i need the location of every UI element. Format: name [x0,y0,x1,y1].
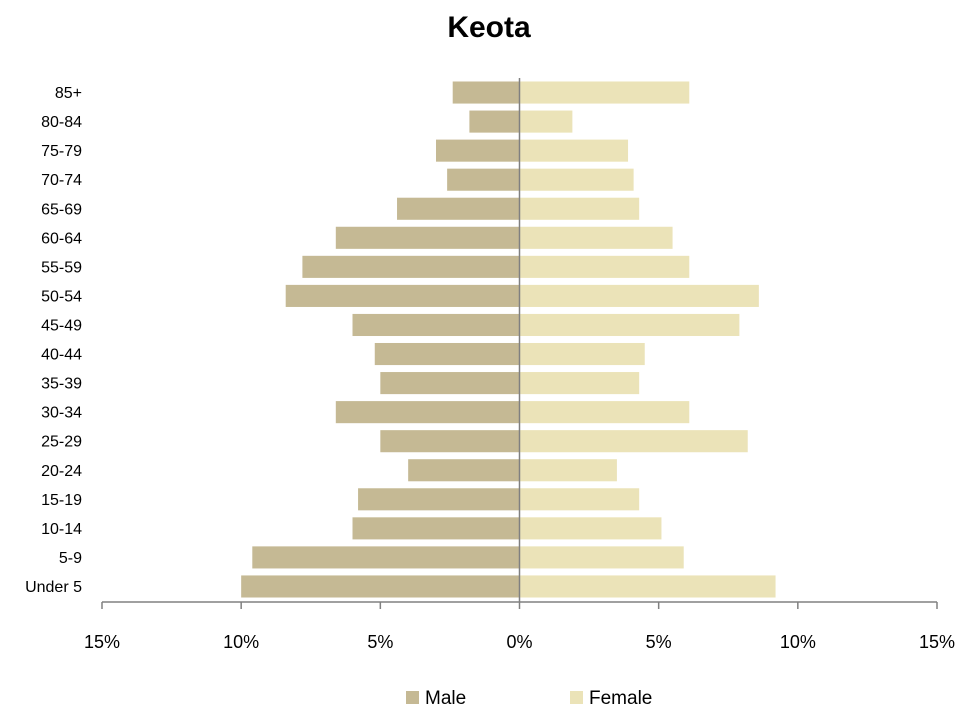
bar-female-40-44 [519,342,645,366]
x-tick-label: 15% [84,632,120,652]
category-label: 5-9 [59,550,82,567]
bar-male-25-29 [380,430,520,453]
legend-swatch-female [570,691,583,704]
bar-female-15-19 [519,488,640,511]
bar-male-30-34 [335,401,520,424]
bar-male-60-64 [335,226,520,249]
chart-title: Keota [447,11,531,44]
category-label: 50-54 [41,288,82,305]
x-tick-label: 5% [646,632,672,652]
bar-male-75-79 [436,139,520,162]
bar-male-85+ [452,81,520,104]
bar-female-25-29 [519,430,748,453]
x-tick-label: 10% [223,632,259,652]
bar-female-5-9 [519,546,684,569]
x-tick-label: 5% [367,632,393,652]
bar-female-45-49 [519,313,740,337]
bar-male-65-69 [397,197,520,220]
bar-male-20-24 [408,459,520,482]
bar-male-35-39 [380,372,520,395]
bar-female-10-14 [519,517,662,540]
bar-male-80-84 [469,110,520,133]
category-label: 15-19 [41,492,82,509]
bar-female-under-5 [519,575,776,598]
category-label: 80-84 [41,114,82,131]
category-label: 25-29 [41,434,82,451]
bar-male-5-9 [252,546,520,569]
bar-female-80-84 [519,110,573,133]
category-label: 75-79 [41,143,82,160]
bar-male-45-49 [352,313,520,337]
bar-female-20-24 [519,459,617,482]
x-tick-label: 15% [919,632,955,652]
category-label: 35-39 [41,376,82,393]
bar-female-35-39 [519,372,640,395]
category-label: 40-44 [41,347,82,364]
bar-female-70-74 [519,168,634,191]
bar-male-10-14 [352,517,520,540]
bar-female-30-34 [519,401,690,424]
bar-male-15-19 [358,488,520,511]
category-label: 65-69 [41,201,82,218]
bar-female-85+ [519,81,690,104]
category-label: 10-14 [41,521,82,538]
bar-male-50-54 [285,284,520,307]
bars-group [241,81,776,598]
legend: Male Female [406,688,652,709]
bar-female-50-54 [519,284,759,307]
category-labels: Under 5 5-9 10-14 15-19 20-24 25-29 30-34 35-39… [25,85,82,596]
bar-female-55-59 [519,255,690,278]
bar-female-75-79 [519,139,629,162]
bar-male-55-59 [302,255,520,278]
x-tick-label: 0% [506,632,532,652]
category-label: Under 5 [25,579,82,596]
category-label: 30-34 [41,405,82,422]
legend-label-female: Female [589,688,652,709]
category-label: 45-49 [41,317,82,334]
x-axis-ticks: 15% 10% 5% 0% 5% 10% 15% [84,602,955,652]
category-label: 55-59 [41,259,82,276]
x-tick-label: 10% [780,632,816,652]
category-label: 70-74 [41,172,82,189]
category-label: 85+ [55,85,82,102]
category-label: 20-24 [41,463,82,480]
bar-male-40-44 [374,342,520,366]
bar-female-65-69 [519,197,640,220]
legend-label-male: Male [425,688,466,709]
category-label: 60-64 [41,230,82,247]
bar-female-60-64 [519,226,673,249]
bar-male-under-5 [241,575,520,598]
legend-swatch-male [406,691,419,704]
bar-male-70-74 [447,168,520,191]
